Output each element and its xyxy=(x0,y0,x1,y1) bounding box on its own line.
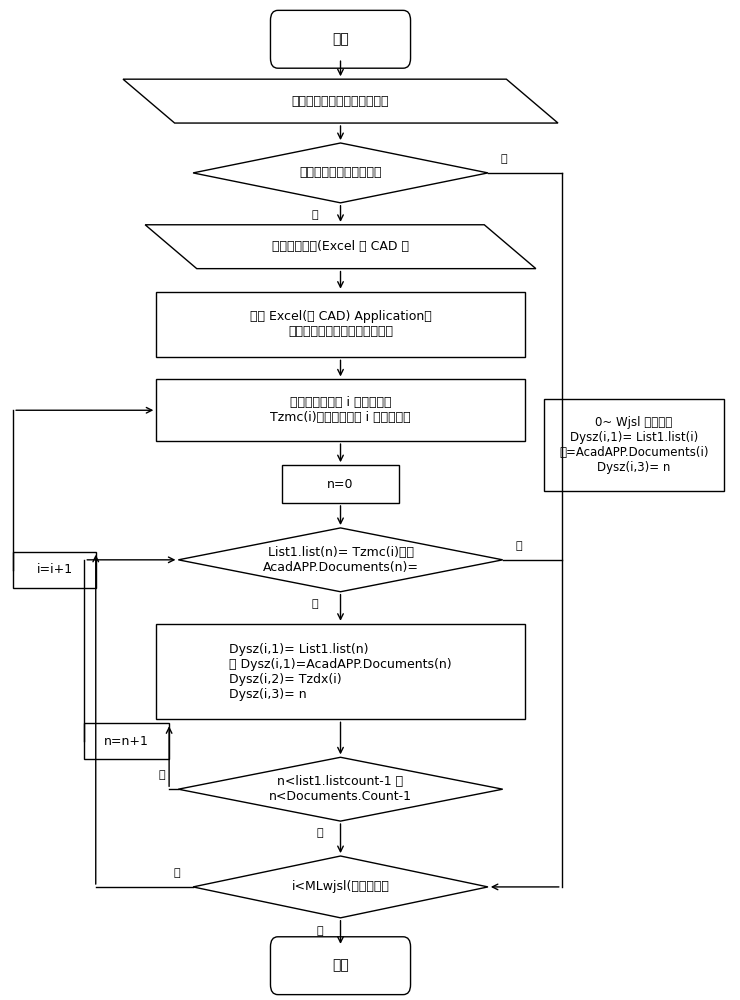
Bar xyxy=(13,552,95,588)
Polygon shape xyxy=(193,856,488,918)
Text: 是: 是 xyxy=(312,210,318,220)
Text: 否: 否 xyxy=(516,541,522,551)
FancyBboxPatch shape xyxy=(271,10,411,68)
Text: n=n+1: n=n+1 xyxy=(104,735,149,748)
Text: 指定图样目录(Excel 或 CAD 格: 指定图样目录(Excel 或 CAD 格 xyxy=(272,240,409,253)
Text: 是: 是 xyxy=(159,770,166,780)
Text: 否: 否 xyxy=(501,154,508,164)
Polygon shape xyxy=(145,225,536,269)
Text: 否: 否 xyxy=(317,926,323,936)
Polygon shape xyxy=(178,528,502,592)
Text: 0~ Wjsl 依次赋值
Dysz(i,1)= List1.list(i)
或=AcadAPP.Documents(i)
Dysz(i,3)= n: 0~ Wjsl 依次赋值 Dysz(i,1)= List1.list(i) 或=… xyxy=(559,416,709,474)
Bar xyxy=(544,399,724,491)
Text: 选择打印对象、指定顺序方式: 选择打印对象、指定顺序方式 xyxy=(292,95,389,108)
Text: 是否按图样目录顺序打印: 是否按图样目录顺序打印 xyxy=(299,166,382,179)
Polygon shape xyxy=(193,143,488,203)
Text: 读取目录名称列 i 行图纸名称
Tzmc(i)，图纸大小列 i 行图纸大小: 读取目录名称列 i 行图纸名称 Tzmc(i)，图纸大小列 i 行图纸大小 xyxy=(270,396,411,424)
Bar xyxy=(156,624,525,719)
Bar xyxy=(156,379,525,441)
Bar xyxy=(156,292,525,357)
Text: 否: 否 xyxy=(317,828,323,838)
Text: 结束: 结束 xyxy=(332,959,349,973)
Text: 是: 是 xyxy=(312,599,318,609)
Polygon shape xyxy=(123,79,558,123)
Text: List1.list(n)= Tzmc(i)或者
AcadAPP.Documents(n)=: List1.list(n)= Tzmc(i)或者 AcadAPP.Documen… xyxy=(263,546,419,574)
Text: Dysz(i,1)= List1.list(n)
或 Dysz(i,1)=AcadAPP.Documents(n)
Dysz(i,2)= Tzdx(i)
Dys: Dysz(i,1)= List1.list(n) 或 Dysz(i,1)=Aca… xyxy=(229,643,452,701)
Bar xyxy=(281,465,400,503)
Text: 是: 是 xyxy=(174,868,180,878)
Text: 连接 Excel(或 CAD) Application，
读取目录地址并打开目录文件，: 连接 Excel(或 CAD) Application， 读取目录地址并打开目录… xyxy=(249,310,431,338)
Polygon shape xyxy=(178,757,502,821)
Text: i<MLwjsl(目录文件数: i<MLwjsl(目录文件数 xyxy=(292,880,389,893)
Text: i=i+1: i=i+1 xyxy=(36,563,73,576)
Text: n<list1.listcount-1 或
n<Documents.Count-1: n<list1.listcount-1 或 n<Documents.Count-… xyxy=(269,775,412,803)
Bar xyxy=(84,723,169,759)
FancyBboxPatch shape xyxy=(271,937,411,995)
Text: 开始: 开始 xyxy=(332,32,349,46)
Text: n=0: n=0 xyxy=(327,478,354,491)
